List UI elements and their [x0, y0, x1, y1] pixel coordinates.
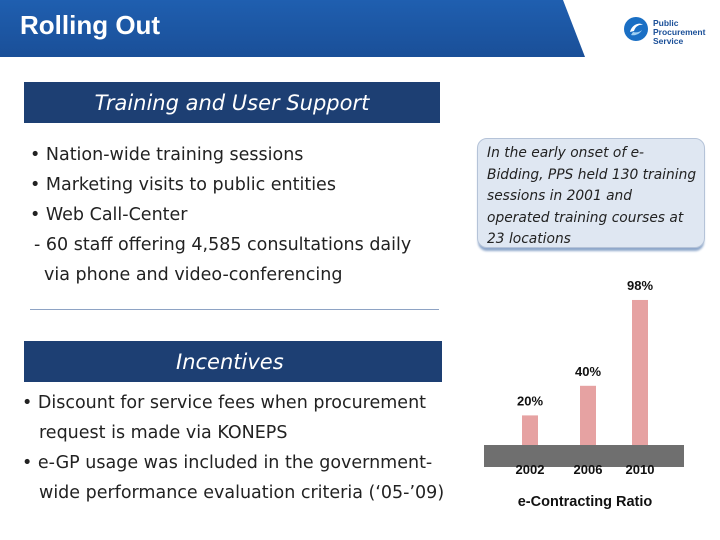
bar-value-label: 40% [575, 364, 601, 379]
incentives-bullet: • e-GP usage was included in the governm… [22, 453, 445, 503]
chart-title: e-Contracting Ratio [517, 494, 653, 510]
incentives-bullet: • Discount for service fees when procure… [22, 393, 427, 443]
training-sub-bullet: - 60 staff offering 4,585 consultations … [34, 235, 412, 255]
section-divider [30, 309, 439, 310]
chart-baseline [484, 445, 684, 467]
x-tick-label: 2006 [574, 462, 603, 477]
bar-2002 [522, 415, 538, 445]
incentives-bullet-list: • Discount for service fees when procure… [22, 388, 452, 508]
x-tick-label: 2002 [516, 462, 545, 477]
pps-logo-icon [624, 17, 648, 41]
training-callout: In the early onset of e-Bidding, PPS hel… [477, 138, 705, 248]
logo-line-1: Public [653, 18, 679, 28]
bar-2010 [632, 299, 648, 445]
bar-2006 [580, 385, 596, 445]
logo: Public Procurement Service [563, 0, 720, 57]
logo-line-3: Service [653, 36, 684, 46]
training-bullet-list: • Nation-wide training sessions • Market… [30, 140, 450, 290]
training-sub-bullet-continuation: via phone and video-conferencing [44, 265, 343, 285]
training-bullet: • Nation-wide training sessions [30, 145, 304, 165]
bar-value-label: 98% [627, 280, 653, 293]
e-contracting-ratio-chart: 20% 2002 40% 2006 98% 2010 [484, 280, 684, 477]
training-bullet: • Web Call-Center [30, 205, 188, 225]
training-header: Training and User Support [24, 82, 440, 123]
bar-value-label: 20% [517, 393, 543, 408]
logo-text: Public Procurement Service [653, 19, 705, 46]
x-tick-label: 2010 [626, 462, 655, 477]
incentives-header: Incentives [24, 341, 442, 382]
slide-title: Rolling Out [20, 10, 161, 40]
training-bullet: • Marketing visits to public entities [30, 175, 336, 195]
logo-line-2: Procurement [653, 27, 706, 37]
